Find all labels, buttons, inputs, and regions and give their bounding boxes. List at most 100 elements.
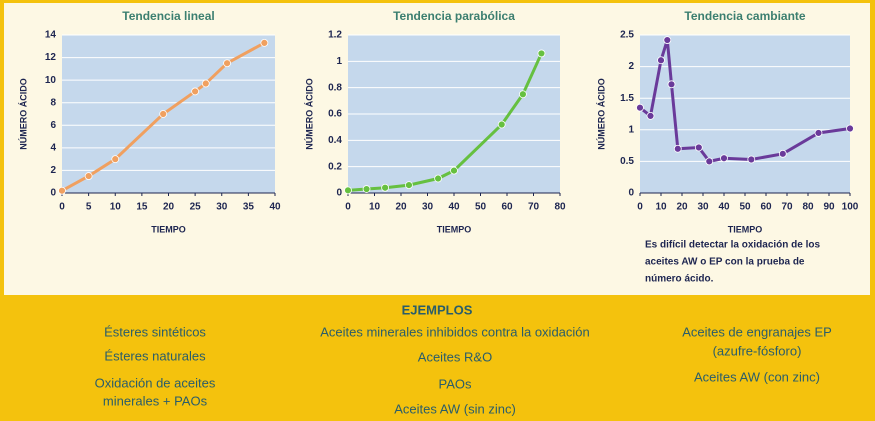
example-item: Aceites R&O <box>418 349 492 364</box>
point <box>667 80 676 89</box>
example-item: Aceites de engranajes EP <box>682 324 832 339</box>
point <box>381 183 390 192</box>
point <box>519 90 527 99</box>
x-tick-label: 60 <box>501 202 513 213</box>
x-tick-label: 40 <box>448 202 460 213</box>
example-item: Oxidación de aceites <box>95 375 216 390</box>
x-tick-label: 60 <box>760 202 772 213</box>
point <box>362 185 371 193</box>
y-tick-label: 1.5 <box>620 93 634 104</box>
point <box>636 103 644 112</box>
x-tick-label: 70 <box>781 202 793 213</box>
chart-title: Tendencia lineal <box>122 9 214 23</box>
x-tick-label: 40 <box>718 202 730 213</box>
examples-heading: EJEMPLOS <box>402 302 473 317</box>
x-axis-label: TIEMPO <box>151 224 186 234</box>
example-item: Aceites AW (con zinc) <box>694 369 820 384</box>
x-tick-label: 70 <box>528 202 540 213</box>
point <box>159 110 168 118</box>
point <box>344 186 352 195</box>
y-tick-label: 0 <box>628 188 634 199</box>
x-tick-label: 80 <box>554 202 566 213</box>
example-item: Aceites minerales inhibidos contra la ox… <box>320 324 590 339</box>
point <box>846 124 854 133</box>
x-tick-label: 50 <box>739 202 751 213</box>
y-tick-label: 0 <box>336 188 342 199</box>
point <box>84 172 93 180</box>
y-tick-label: 4 <box>50 142 56 153</box>
example-item: Aceites AW (sin zinc) <box>394 401 516 416</box>
y-tick-label: 0.6 <box>328 109 342 120</box>
example-item: (azufre-fósforo) <box>713 343 802 358</box>
x-tick-label: 25 <box>190 202 202 213</box>
point <box>646 111 655 120</box>
x-tick-label: 100 <box>842 202 859 213</box>
x-tick-label: 10 <box>369 202 381 213</box>
y-tick-label: 2 <box>50 165 56 176</box>
point <box>720 154 728 163</box>
point <box>814 129 823 137</box>
point <box>405 181 413 190</box>
point <box>537 49 546 58</box>
x-tick-label: 5 <box>86 202 92 213</box>
chart-title: Tendencia cambiante <box>684 9 805 23</box>
y-tick-label: 14 <box>45 30 57 41</box>
x-tick-label: 80 <box>802 202 814 213</box>
x-tick-label: 90 <box>823 202 835 213</box>
x-tick-label: 35 <box>243 202 255 213</box>
chart-title: Tendencia parabólica <box>393 9 515 23</box>
plot-area <box>62 35 275 193</box>
y-tick-label: 2.5 <box>620 30 634 41</box>
y-axis-label: NÚMERO ÁCIDO <box>303 78 314 150</box>
y-tick-label: 8 <box>50 97 56 108</box>
example-item: Ésteres sintéticos <box>104 324 206 339</box>
point <box>694 143 703 152</box>
y-tick-label: 10 <box>45 75 57 86</box>
point <box>778 149 787 158</box>
plot-area <box>640 35 850 193</box>
y-tick-label: 2 <box>628 61 634 72</box>
point <box>111 155 120 164</box>
y-axis-label: NÚMERO ÁCIDO <box>17 78 28 150</box>
x-tick-label: 15 <box>136 202 148 213</box>
example-item: Ésteres naturales <box>104 348 206 363</box>
y-tick-label: 0.2 <box>328 161 342 172</box>
x-tick-label: 20 <box>395 202 407 213</box>
point <box>191 87 200 96</box>
x-tick-label: 40 <box>269 202 281 213</box>
x-tick-label: 0 <box>637 202 643 213</box>
x-tick-label: 10 <box>655 202 667 213</box>
y-tick-label: 0 <box>50 188 56 199</box>
point <box>657 56 665 65</box>
y-tick-label: 0.4 <box>328 135 342 146</box>
x-tick-label: 0 <box>59 202 65 213</box>
y-tick-label: 1 <box>628 124 634 135</box>
x-axis-label: TIEMPO <box>437 224 472 234</box>
example-item: minerales + PAOs <box>103 393 208 408</box>
y-tick-label: 0.5 <box>620 156 634 167</box>
y-tick-label: 0.8 <box>328 82 342 93</box>
trend-line <box>61 41 266 193</box>
point <box>223 59 231 68</box>
example-item: PAOs <box>439 376 472 391</box>
x-tick-label: 10 <box>110 202 122 213</box>
point <box>497 120 506 129</box>
x-tick-label: 0 <box>345 202 351 213</box>
point <box>673 144 682 153</box>
x-tick-label: 30 <box>422 202 434 213</box>
note: Es difícil detectar la oxidación de los <box>645 240 820 251</box>
y-tick-label: 1.2 <box>328 30 342 41</box>
x-axis-label: TIEMPO <box>728 224 763 234</box>
point <box>201 79 210 88</box>
x-tick-label: 30 <box>216 202 228 213</box>
note: número ácido. <box>645 274 714 285</box>
x-tick-label: 50 <box>475 202 487 213</box>
point <box>747 155 756 164</box>
x-tick-label: 30 <box>697 202 709 213</box>
note: aceites AW o EP con la prueba de <box>645 257 805 268</box>
x-tick-label: 20 <box>676 202 688 213</box>
point <box>663 36 672 44</box>
y-tick-label: 12 <box>45 52 57 63</box>
point <box>450 166 458 175</box>
